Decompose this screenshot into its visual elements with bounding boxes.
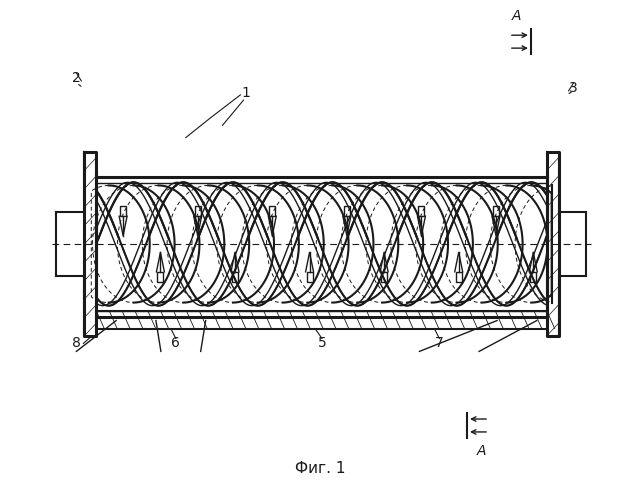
- Text: 6: 6: [172, 337, 180, 350]
- Text: 3: 3: [569, 81, 578, 95]
- Text: 2: 2: [72, 71, 81, 85]
- Text: 5: 5: [317, 337, 326, 350]
- Text: А: А: [476, 444, 486, 458]
- Text: 8: 8: [72, 337, 81, 350]
- Text: Фиг. 1: Фиг. 1: [295, 461, 345, 476]
- Text: А: А: [512, 9, 522, 23]
- Text: 1: 1: [241, 86, 250, 100]
- Text: 7: 7: [435, 337, 444, 350]
